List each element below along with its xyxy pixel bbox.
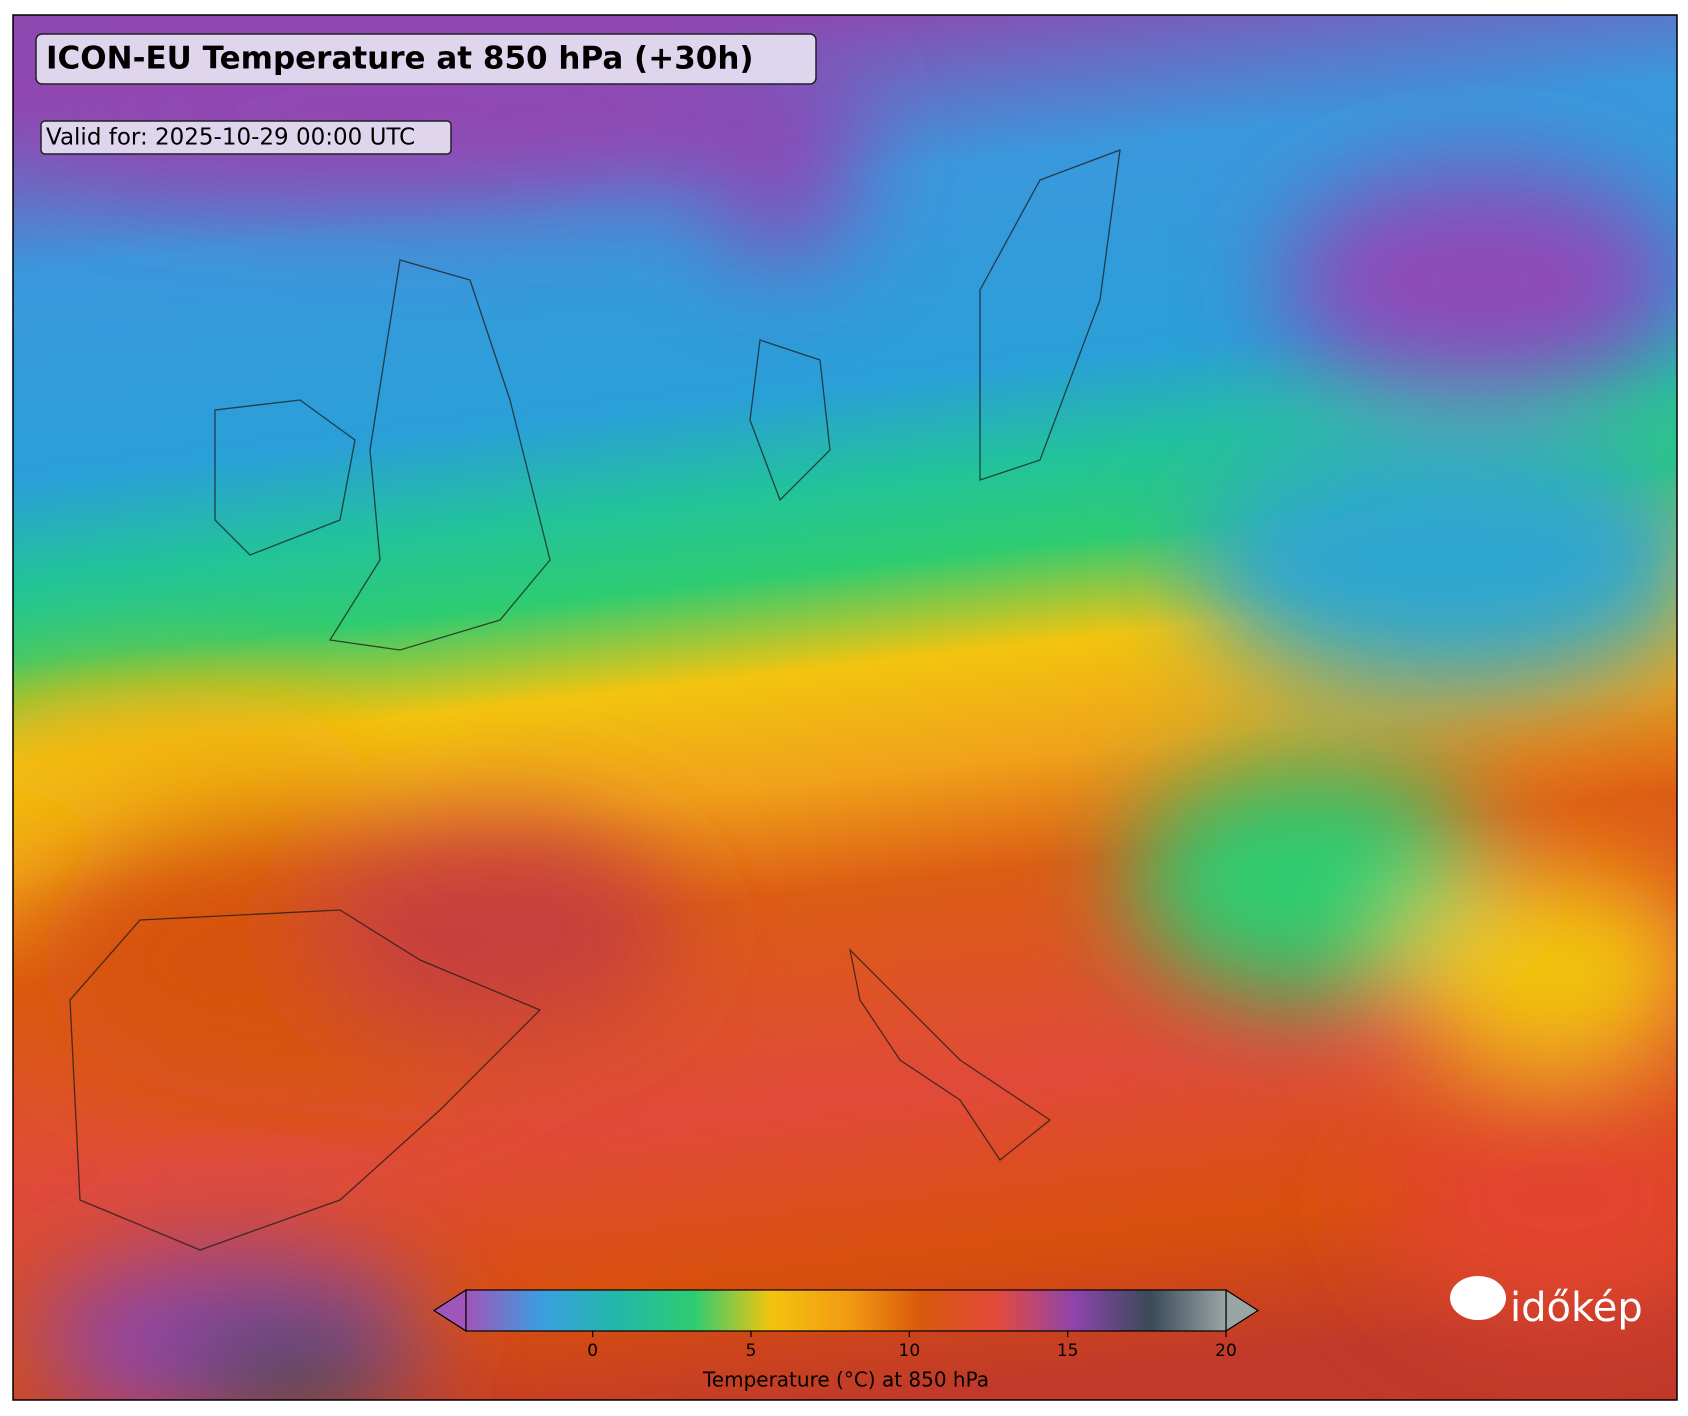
colorbar-scale (465, 1289, 1227, 1332)
colorbar-tick-label: 15 (1057, 1341, 1079, 1361)
colorbar-tick-label: 10 (899, 1341, 921, 1361)
colorbar: 0 5 10 15 20 Temperature (°C) at 850 hPa (432, 1288, 1260, 1392)
colorbar-tick-label: 20 (1215, 1341, 1237, 1361)
colorbar-label: Temperature (°C) at 850 hPa (702, 1368, 989, 1392)
valid-box (40, 120, 452, 155)
title: ICON-EU Temperature at 850 hPa (+30h) (46, 41, 754, 77)
map-frame (12, 14, 1678, 1401)
title-box (35, 33, 817, 85)
colorbar-tick-label: 0 (587, 1341, 598, 1361)
map (13, 15, 1677, 1400)
logo: időkép (1450, 1276, 1643, 1331)
valid-time: Valid for: 2025-10-29 00:00 UTC (46, 125, 415, 151)
logo-text: időkép (1510, 1285, 1643, 1331)
colorbar-tick-label: 5 (746, 1341, 757, 1361)
